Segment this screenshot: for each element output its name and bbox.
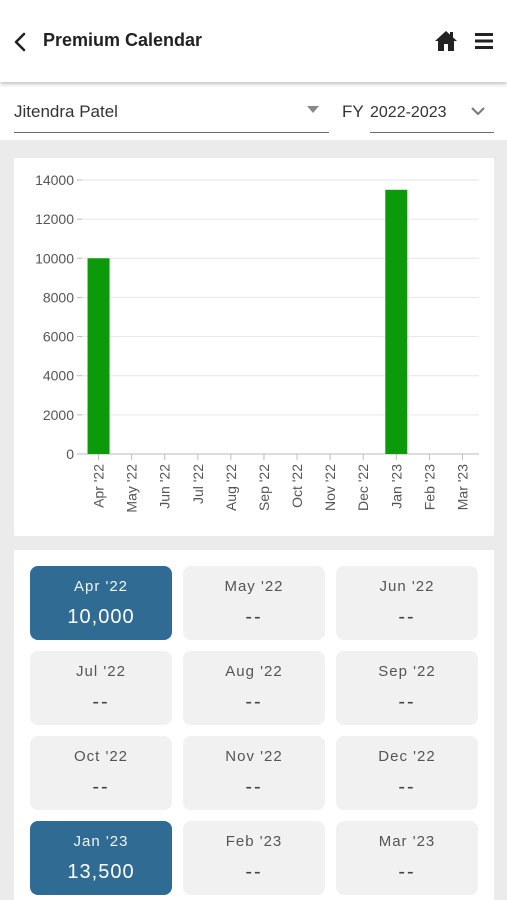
month-premium-value: -- — [398, 861, 416, 883]
user-select[interactable]: Jitendra Patel — [14, 94, 329, 133]
fy-select[interactable]: 2022-2023 — [370, 94, 494, 133]
month-label: Jun '22 — [379, 578, 435, 595]
month-premium-value: -- — [92, 776, 110, 798]
month-premium-value: -- — [398, 691, 416, 713]
bar[interactable] — [87, 258, 110, 454]
y-tick-label: 10000 — [35, 250, 74, 266]
x-tick-label: Jan '23 — [388, 464, 404, 509]
y-tick-label: 0 — [66, 446, 74, 462]
y-tick-label: 8000 — [43, 289, 74, 305]
month-label: May '22 — [224, 578, 284, 595]
month-tile[interactable]: Sep '22 -- — [336, 651, 478, 725]
fy-label: FY — [342, 102, 364, 121]
x-tick-label: Jul '22 — [190, 464, 206, 504]
month-premium-value: 10,000 — [67, 606, 135, 628]
home-icon[interactable] — [434, 29, 458, 53]
caret-down-icon — [307, 106, 319, 113]
y-tick-label: 12000 — [35, 211, 74, 227]
month-premium-value: -- — [398, 776, 416, 798]
x-tick-label: Oct '22 — [289, 464, 305, 508]
month-label: Oct '22 — [73, 748, 129, 765]
month-label: Jul '22 — [76, 663, 126, 680]
month-tile[interactable]: Feb '23 -- — [183, 821, 325, 895]
x-tick-label: Nov '22 — [322, 464, 338, 511]
x-tick-label: Dec '22 — [355, 464, 371, 511]
hamburger-menu-icon[interactable] — [474, 31, 494, 51]
x-tick-label: Feb '23 — [421, 464, 437, 510]
x-tick-label: May '22 — [124, 464, 140, 513]
month-tile[interactable]: Jun '22 -- — [336, 566, 478, 640]
x-tick-label: Apr '22 — [91, 464, 107, 508]
month-tile[interactable]: Aug '22 -- — [183, 651, 325, 725]
y-tick-label: 6000 — [43, 329, 74, 345]
month-label: Apr '22 — [73, 578, 129, 595]
month-premium-value: -- — [245, 861, 263, 883]
page-title: Premium Calendar — [43, 30, 203, 50]
app-header: Premium Calendar — [0, 0, 507, 82]
fy-select-value: 2022-2023 — [370, 104, 447, 121]
premium-bar-chart: 0 2000 4000 6000 8000 10000 12000 14000 Apr '22 M… — [35, 172, 479, 513]
filter-bar — [0, 82, 507, 140]
month-premium-value: 13,500 — [67, 861, 135, 883]
month-tile[interactable]: Oct '22 -- — [30, 736, 172, 810]
y-tick-label: 4000 — [43, 368, 74, 384]
y-tick-label: 2000 — [43, 407, 74, 423]
month-premium-value: -- — [245, 691, 263, 713]
month-label: Aug '22 — [225, 663, 283, 680]
user-select-value: Jitendra Patel — [14, 102, 118, 121]
month-premium-value: -- — [398, 606, 416, 628]
chevron-down-icon — [471, 107, 485, 116]
month-premium-value: -- — [92, 691, 110, 713]
bar[interactable] — [385, 189, 408, 455]
y-tick-label: 14000 — [35, 172, 74, 188]
month-premium-value: -- — [245, 606, 263, 628]
x-tick-label: Mar '23 — [454, 464, 470, 510]
months-grid: Apr '22 10,000 May '22 -- Jun '22 -- Jul '22 --… — [14, 550, 494, 900]
x-tick-label: Aug '22 — [223, 464, 239, 511]
month-tile[interactable]: Jan '23 13,500 — [30, 821, 172, 895]
month-label: Nov '22 — [225, 748, 283, 765]
month-tile[interactable]: Dec '22 -- — [336, 736, 478, 810]
month-tile[interactable]: Jul '22 -- — [30, 651, 172, 725]
chevron-left-icon[interactable] — [10, 28, 34, 56]
premium-chart-card: 0 2000 4000 6000 8000 10000 12000 14000 Apr '22 M… — [14, 158, 494, 536]
month-label: Feb '23 — [225, 833, 283, 850]
x-tick-label: Jun '22 — [157, 464, 173, 509]
month-label: Mar '23 — [378, 833, 436, 850]
month-premium-value: -- — [245, 776, 263, 798]
month-tile[interactable]: Nov '22 -- — [183, 736, 325, 810]
month-label: Sep '22 — [378, 663, 436, 680]
month-tile[interactable]: May '22 -- — [183, 566, 325, 640]
month-tile[interactable]: Apr '22 10,000 — [30, 566, 172, 640]
month-label: Dec '22 — [378, 748, 436, 765]
x-tick-label: Sep '22 — [256, 464, 272, 511]
month-label: Jan '23 — [73, 833, 129, 850]
month-tile[interactable]: Mar '23 -- — [336, 821, 478, 895]
